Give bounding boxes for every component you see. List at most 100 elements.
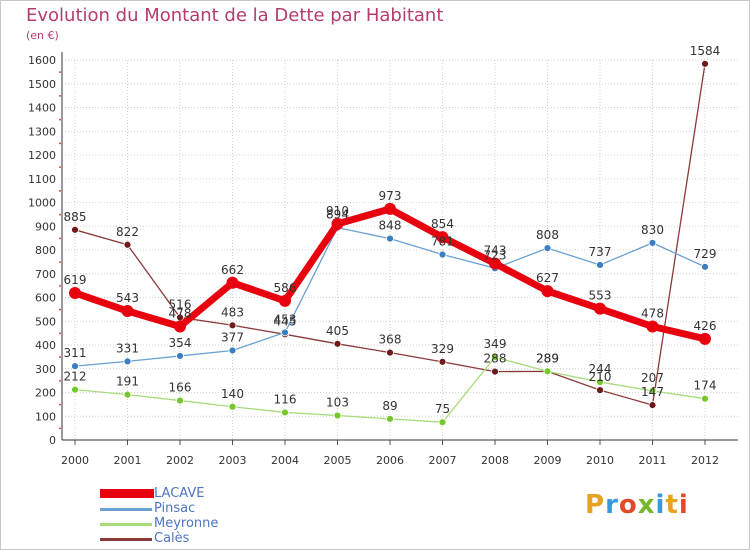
data-point xyxy=(648,386,657,395)
data-label: 377 xyxy=(221,330,244,344)
data-label: 405 xyxy=(326,324,349,338)
data-label: 89 xyxy=(382,399,397,413)
legend-swatch xyxy=(100,538,152,541)
data-point xyxy=(594,302,606,315)
data-point xyxy=(491,367,499,376)
data-label: 174 xyxy=(694,379,717,393)
y-minor-tick xyxy=(59,142,61,145)
x-tick-label: 2001 xyxy=(114,454,142,467)
y-minor-tick xyxy=(59,380,61,382)
legend-label: Meyronne xyxy=(154,516,219,531)
data-point xyxy=(489,257,501,270)
x-tick-label: 2005 xyxy=(324,454,352,467)
data-label: 743 xyxy=(484,244,507,258)
chart-title: Evolution du Montant de la Dette par Hab… xyxy=(26,5,444,26)
data-point xyxy=(176,396,184,405)
data-point xyxy=(438,418,447,427)
data-label: 354 xyxy=(169,336,192,350)
data-label: 75 xyxy=(435,402,450,416)
y-tick-label: 1300 xyxy=(28,125,56,138)
chart-unit-label: (en €) xyxy=(26,29,59,42)
data-point xyxy=(176,352,184,360)
y-tick-label: 600 xyxy=(35,292,56,305)
data-label: 349 xyxy=(484,337,507,351)
x-tick-label: 2009 xyxy=(534,454,562,467)
data-point xyxy=(279,294,291,307)
y-minor-tick xyxy=(59,332,61,335)
data-point xyxy=(386,414,394,423)
data-point xyxy=(491,353,499,362)
y-minor-tick xyxy=(59,95,61,97)
x-tick-label: 2003 xyxy=(219,454,247,467)
logo-letter: o xyxy=(618,490,638,520)
y-tick-label: 0 xyxy=(49,434,56,447)
data-point xyxy=(121,305,134,318)
legend-label: Calès xyxy=(154,531,190,546)
y-tick-label: 1100 xyxy=(28,173,56,186)
legend-label: LACAVE xyxy=(154,486,205,501)
y-tick-label: 300 xyxy=(35,363,56,376)
data-label: 854 xyxy=(431,217,454,231)
y-minor-tick xyxy=(59,213,61,216)
data-point xyxy=(436,231,449,244)
y-tick-label: 1200 xyxy=(28,149,56,162)
y-tick-label: 1400 xyxy=(28,102,56,115)
logo-letter: t xyxy=(665,490,679,520)
data-label: 289 xyxy=(536,351,559,365)
legend-swatch xyxy=(100,489,154,498)
data-point xyxy=(386,234,394,243)
data-point xyxy=(596,378,604,386)
data-point xyxy=(543,367,552,376)
x-tick-label: 2010 xyxy=(586,454,614,467)
data-point xyxy=(123,390,132,399)
data-label: 723 xyxy=(484,248,507,262)
data-label: 885 xyxy=(64,210,87,224)
data-label: 478 xyxy=(169,306,192,320)
data-point xyxy=(71,385,79,394)
y-tick-label: 400 xyxy=(35,339,56,352)
data-label: 822 xyxy=(116,225,139,239)
logo-letter: x xyxy=(637,490,656,520)
y-minor-tick xyxy=(59,285,61,287)
legend-swatch xyxy=(100,508,152,511)
data-label: 543 xyxy=(116,291,139,305)
x-tick-label: 2004 xyxy=(271,454,299,467)
data-label: 311 xyxy=(64,346,87,360)
y-tick-label: 800 xyxy=(35,244,56,257)
data-label: 808 xyxy=(536,228,559,242)
data-label: 288 xyxy=(484,352,507,366)
data-point xyxy=(228,321,237,330)
y-tick-label: 100 xyxy=(35,410,56,423)
data-label: 483 xyxy=(221,305,244,319)
logo-letter: i xyxy=(678,490,689,520)
legend-label: Pinsac xyxy=(154,501,196,516)
logo-letter: P xyxy=(585,490,606,520)
data-point xyxy=(71,225,79,234)
data-label: 116 xyxy=(274,392,297,406)
data-label: 586 xyxy=(274,281,297,295)
data-point xyxy=(699,332,711,345)
data-point xyxy=(438,357,447,366)
data-label: 212 xyxy=(64,370,87,384)
legend-swatch xyxy=(100,523,152,526)
data-label: 737 xyxy=(589,245,612,259)
data-point xyxy=(71,362,79,371)
data-label: 478 xyxy=(641,306,664,320)
data-label: 619 xyxy=(64,273,87,287)
y-minor-tick xyxy=(59,118,61,121)
data-label: 553 xyxy=(589,289,612,303)
data-point xyxy=(596,386,604,395)
x-tick-label: 2012 xyxy=(691,454,719,467)
data-label: 147 xyxy=(641,385,664,399)
data-label: 331 xyxy=(116,341,139,355)
y-tick-label: 1000 xyxy=(28,197,56,210)
data-label: 910 xyxy=(326,204,349,218)
proxiti-logo: Proxiti xyxy=(585,490,689,520)
data-point xyxy=(648,238,657,247)
data-point xyxy=(386,348,394,357)
data-label: 830 xyxy=(641,223,664,237)
data-point xyxy=(646,320,659,333)
y-minor-tick xyxy=(59,356,61,358)
data-label: 729 xyxy=(694,247,717,261)
y-tick-label: 200 xyxy=(35,387,56,400)
